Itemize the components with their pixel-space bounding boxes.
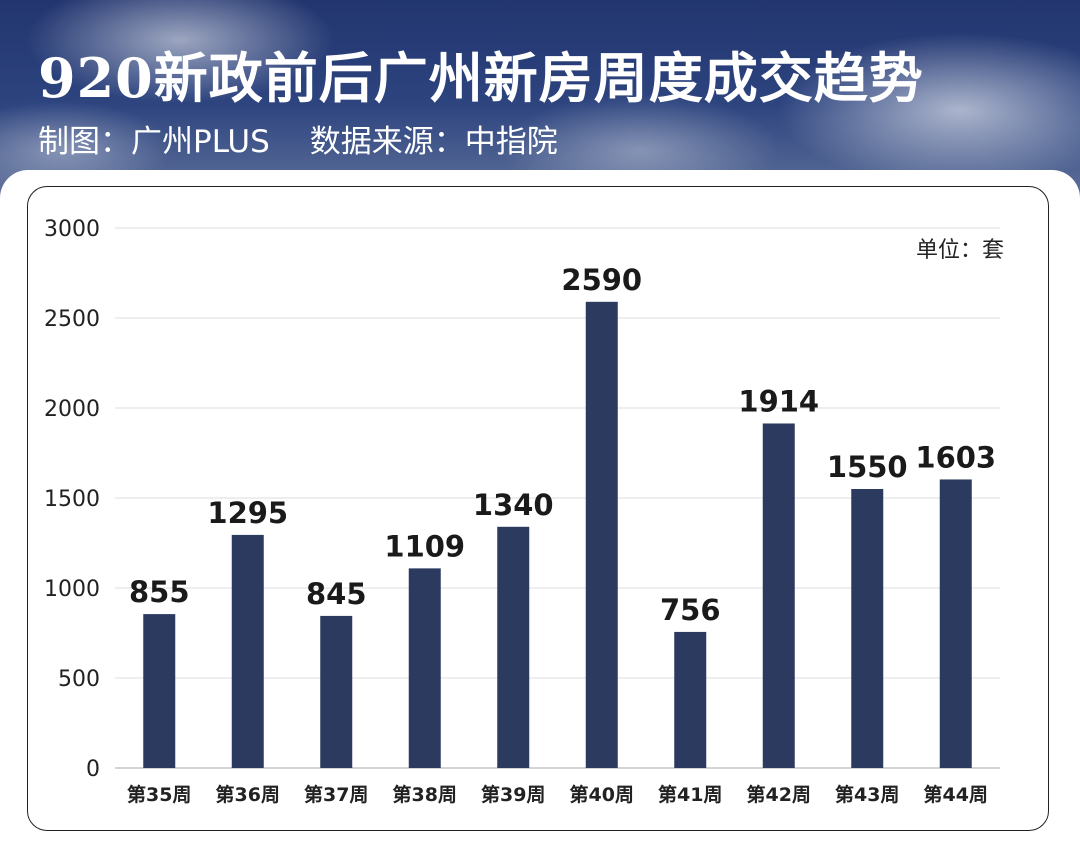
x-tick-label: 第42周 — [747, 783, 811, 806]
bar — [497, 526, 530, 768]
subtitle: 制图：广州PLUS 数据来源：中指院 — [38, 116, 558, 161]
x-tick-label: 第44周 — [924, 783, 988, 806]
bar — [585, 301, 618, 768]
y-tick-label: 3000 — [44, 217, 100, 242]
value-label: 756 — [660, 593, 721, 627]
value-label: 855 — [129, 575, 190, 609]
x-tick-label: 第38周 — [393, 783, 457, 806]
y-tick-label: 2500 — [44, 307, 100, 332]
x-tick-label: 第35周 — [127, 783, 191, 806]
bars — [143, 301, 972, 768]
bar — [939, 479, 972, 768]
bar — [408, 568, 441, 768]
y-tick-label: 500 — [58, 667, 100, 692]
y-tick-label: 1000 — [44, 577, 100, 602]
bar — [762, 423, 795, 768]
bar — [320, 615, 353, 768]
value-label: 1550 — [827, 450, 908, 484]
x-axis-ticks: 第35周 第36周 第37周 第38周 第39周 第40周 第41周 第42周 第43周 第44周 — [127, 783, 988, 806]
x-tick-label: 第40周 — [570, 783, 634, 806]
credit-text: 制图：广州PLUS — [38, 124, 270, 160]
bar — [143, 614, 176, 768]
x-tick-label: 第43周 — [835, 783, 899, 806]
y-tick-label: 0 — [86, 757, 100, 782]
x-tick-label: 第36周 — [216, 783, 280, 806]
y-axis-ticks: 0 500 1000 1500 2000 2500 3000 — [44, 217, 100, 782]
bar — [231, 534, 264, 768]
bar — [674, 631, 707, 768]
y-tick-label: 2000 — [44, 397, 100, 422]
value-label: 1295 — [207, 496, 288, 530]
value-label: 1603 — [915, 440, 996, 474]
value-label: 845 — [306, 577, 367, 611]
unit-label: 单位：套 — [915, 238, 1004, 263]
page-title: 920新政前后广州新房周度成交趋势 — [38, 46, 924, 110]
value-label: 1914 — [738, 384, 819, 418]
source-text: 数据来源：中指院 — [309, 124, 558, 160]
value-label: 1109 — [384, 529, 465, 563]
value-label: 1340 — [473, 488, 554, 522]
x-tick-label: 第37周 — [304, 783, 368, 806]
value-label: 2590 — [561, 263, 642, 297]
y-tick-label: 1500 — [44, 487, 100, 512]
x-tick-label: 第39周 — [481, 783, 545, 806]
bar — [851, 489, 884, 768]
x-tick-label: 第41周 — [658, 783, 722, 806]
